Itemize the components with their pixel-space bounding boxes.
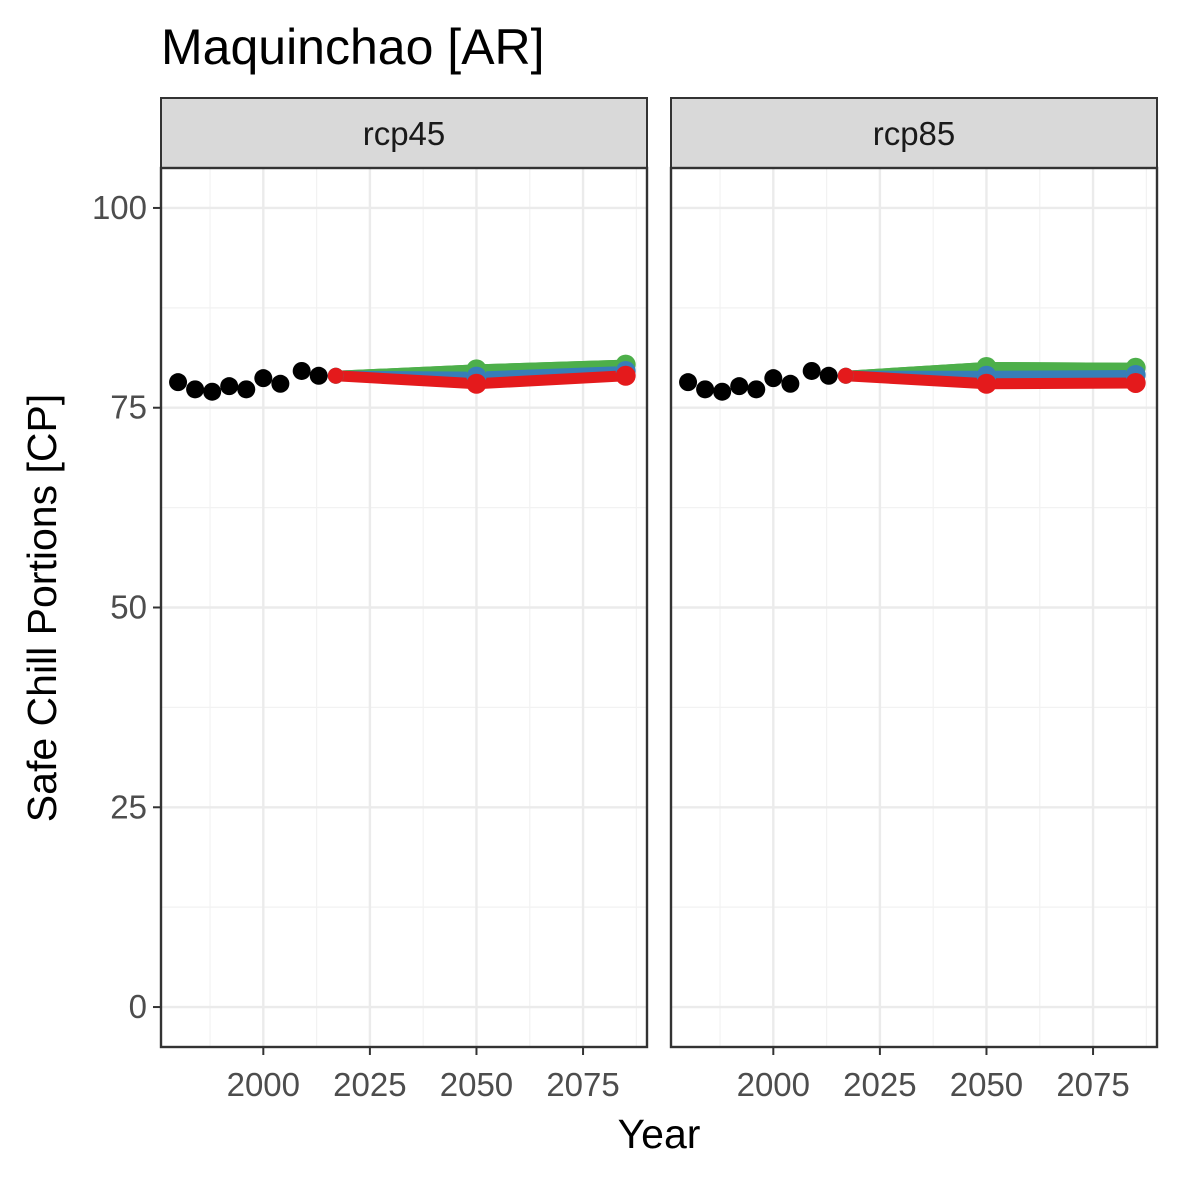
scenario-point-red (976, 373, 997, 394)
facet-panels: rcp45 2000 2025 2050 2075 0 25 50 75 100 rcp85 2000… (92, 97, 1159, 1103)
scenario-point-red (327, 367, 344, 384)
scenario-point-red (466, 373, 487, 394)
facet-panel-rcp85: rcp85 2000 2025 2050 2075 (669, 97, 1159, 1103)
x-tick-label: 2000 (737, 1066, 810, 1103)
x-tick-label: 2025 (843, 1066, 916, 1103)
historic-point (713, 382, 732, 401)
x-tick-label: 2050 (440, 1066, 513, 1103)
historic-point (203, 382, 222, 401)
panel-border (669, 166, 1159, 1049)
historic-point (169, 373, 188, 392)
historic-point (696, 380, 715, 399)
y-tick-label: 100 (92, 189, 147, 226)
historic-point (292, 361, 311, 380)
historic-point (271, 374, 290, 393)
y-tick-label: 25 (110, 788, 147, 825)
x-tick-label: 2000 (227, 1066, 300, 1103)
y-tick-label: 0 (129, 988, 147, 1025)
facet-strip (160, 97, 648, 169)
y-tick-label: 75 (110, 389, 147, 426)
scenario-point-red (837, 367, 854, 384)
facet-strip-label: rcp85 (873, 115, 956, 152)
x-tick-label: 2050 (950, 1066, 1023, 1103)
historic-point (254, 369, 273, 388)
x-tick-label: 2075 (546, 1066, 619, 1103)
facet-panel-rcp45: rcp45 2000 2025 2050 2075 0 25 50 75 100 (92, 97, 649, 1103)
historic-point (220, 377, 239, 396)
historic-point (819, 366, 838, 385)
facet-strip (670, 97, 1158, 169)
historic-point (186, 380, 205, 399)
x-axis-title: Year (618, 1111, 701, 1157)
facet-strip-label: rcp45 (363, 115, 446, 152)
historic-point (802, 361, 821, 380)
chart-title: Maquinchao [AR] (161, 19, 545, 75)
historic-point (730, 377, 749, 396)
historic-point (781, 374, 800, 393)
y-axis-title: Safe Chill Portions [CP] (19, 394, 65, 822)
scenario-point-red (1125, 372, 1146, 393)
historic-point (309, 366, 328, 385)
scenario-point-red (615, 365, 636, 386)
x-tick-label: 2025 (333, 1066, 406, 1103)
historic-point (764, 369, 783, 388)
historic-point (679, 373, 698, 392)
y-tick-label: 50 (110, 589, 147, 626)
x-tick-label: 2075 (1056, 1066, 1129, 1103)
historic-point (747, 380, 766, 399)
historic-point (237, 380, 256, 399)
